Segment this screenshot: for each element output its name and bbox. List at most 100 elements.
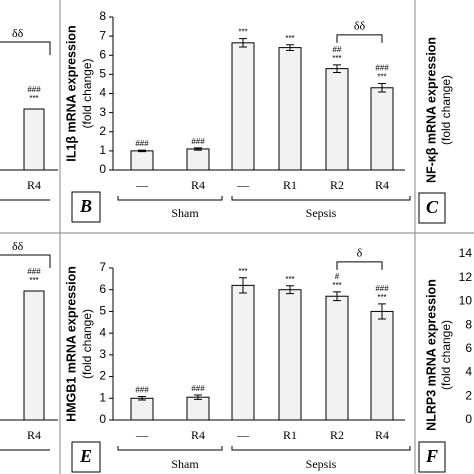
bracket <box>0 41 51 55</box>
group-label: Sham <box>171 206 199 220</box>
y-tick-label: 2 <box>465 388 472 402</box>
panel-letter: E <box>79 446 92 466</box>
category-label: R1 <box>283 428 297 442</box>
group-line <box>231 446 411 451</box>
panel-letter: F <box>425 446 438 466</box>
bracket-label: δδ <box>354 19 366 33</box>
bar <box>231 284 255 421</box>
annotation: *** <box>285 275 294 284</box>
y-tick-label: 6 <box>465 341 472 355</box>
y-tick-label: 1 <box>99 390 106 404</box>
group-label: Sepsis <box>306 457 337 471</box>
panel-letter: C <box>426 197 439 217</box>
annotation: ### <box>375 284 389 293</box>
category-label: R4 <box>375 178 389 192</box>
error-bar <box>194 147 202 151</box>
category-label: R2 <box>330 178 344 192</box>
category-label: — <box>135 178 149 192</box>
category-label: — <box>236 178 250 192</box>
bar <box>231 42 255 171</box>
category-label: R4 <box>27 428 41 442</box>
y-tick-label: 6 <box>99 47 106 61</box>
category-label: R2 <box>330 428 344 442</box>
bar <box>325 68 349 171</box>
bar <box>278 289 302 421</box>
category-label: R4 <box>375 428 389 442</box>
annotation: ### <box>135 139 149 148</box>
annotation: ### <box>191 137 205 146</box>
category-label: R4 <box>27 178 41 192</box>
group-label: Sham <box>171 457 199 471</box>
y-tick-label: 4 <box>99 325 106 339</box>
annotation: *** <box>238 28 247 37</box>
y-tick-label: 10 <box>459 294 473 308</box>
bracket <box>336 34 383 43</box>
error-bar <box>239 38 247 48</box>
error-bar <box>138 396 146 401</box>
bar-fragment <box>23 290 45 421</box>
bracket-label: δδ <box>12 239 24 253</box>
annotation: ### <box>135 386 149 395</box>
group-label: Sepsis <box>306 206 337 220</box>
annotation: ### <box>27 85 41 94</box>
category-label: R4 <box>191 178 205 192</box>
bar <box>370 310 394 421</box>
y-tick-label: 0 <box>99 412 106 426</box>
y-label-2: (fold change) <box>80 309 94 379</box>
annotation: *** <box>238 267 247 276</box>
error-bar <box>239 277 247 294</box>
y-tick-label: 2 <box>99 124 106 138</box>
y-tick-label: 0 <box>465 412 472 426</box>
error-bar <box>286 285 294 295</box>
annotation: *** <box>29 94 38 103</box>
y-tick-label: 5 <box>99 67 106 81</box>
bar <box>186 396 210 421</box>
error-bar <box>286 44 294 51</box>
error-bar <box>333 64 341 73</box>
y-tick-label: 8 <box>99 9 106 23</box>
group-line <box>117 446 223 451</box>
error-bar <box>378 303 386 320</box>
y-tick-label: 0 <box>99 162 106 176</box>
bar <box>130 150 154 171</box>
bracket <box>336 261 383 270</box>
annotation: ### <box>375 64 389 73</box>
bar <box>278 47 302 171</box>
y-tick-label: 14 <box>459 246 473 260</box>
bracket <box>0 254 51 268</box>
y-tick-label: 7 <box>99 28 106 42</box>
panel-letter: B <box>79 196 92 216</box>
panel-letter-box <box>71 191 101 223</box>
y-tick-label: 4 <box>99 86 106 100</box>
y-tick-label: 1 <box>99 143 106 157</box>
category-label: — <box>135 428 149 442</box>
error-bar <box>333 291 341 302</box>
group-line <box>231 196 411 201</box>
y-tick-label: 7 <box>99 260 106 274</box>
annotation: ## <box>333 45 342 54</box>
group-line <box>117 196 223 201</box>
error-bar <box>378 83 386 93</box>
y-tick-label: 6 <box>99 282 106 296</box>
panel-letter-box <box>418 192 446 224</box>
panel-letter-box <box>418 441 446 473</box>
annotation: # <box>335 272 340 281</box>
bracket-label: δ <box>357 246 363 260</box>
annotation: ### <box>191 384 205 393</box>
y-label: NF-κβ mRNA expression <box>424 37 438 183</box>
bar <box>130 397 154 421</box>
error-bar <box>138 149 146 153</box>
y-tick-label: 4 <box>465 365 472 379</box>
y-tick-label: 12 <box>459 270 473 284</box>
y-tick-label: 8 <box>465 317 472 331</box>
annotation: *** <box>285 34 294 43</box>
category-label: R4 <box>191 428 205 442</box>
y-tick-label: 2 <box>99 369 106 383</box>
category-label: — <box>236 428 250 442</box>
annotation: *** <box>332 54 341 63</box>
y-label: IL1β mRNA expression <box>64 25 78 161</box>
y-label: HMGB1 mRNA expression <box>64 266 78 422</box>
y-label: NLRP3 mRNA expression <box>424 279 438 431</box>
y-tick-label: 5 <box>99 304 106 318</box>
